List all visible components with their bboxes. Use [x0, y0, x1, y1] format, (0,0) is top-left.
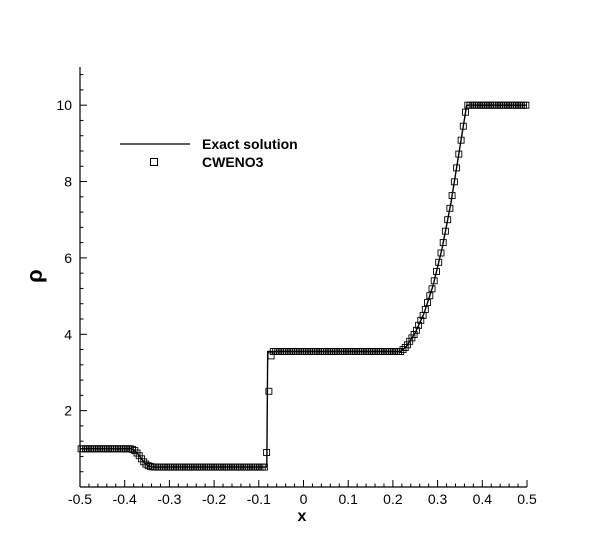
x-tick-label: 0.1: [338, 491, 358, 507]
y-tick-label: 8: [64, 174, 72, 190]
x-tick-label: 0: [300, 491, 308, 507]
cweno3-marker: [403, 341, 411, 349]
cweno3-marker: [410, 331, 418, 338]
cweno3-marker: [140, 458, 148, 466]
cweno3-marker: [426, 292, 434, 300]
cwenO3-markers: [77, 101, 530, 471]
y-tick-label: 4: [64, 326, 72, 342]
cweno3-marker: [267, 352, 275, 360]
x-tick-label: 0.3: [428, 491, 448, 507]
cweno3-marker: [421, 306, 429, 313]
cweno3-marker: [399, 346, 407, 354]
y-tick-label: 10: [56, 97, 72, 113]
legend-label-exact: Exact solution: [202, 136, 298, 152]
y-tick-label: 2: [64, 403, 72, 419]
x-tick-label: -0.1: [247, 491, 271, 507]
x-tick-label: -0.2: [202, 491, 226, 507]
x-tick-label: 0.5: [517, 491, 537, 507]
y-tick-label: 6: [64, 250, 72, 266]
x-tick-label: -0.4: [113, 491, 137, 507]
cweno3-marker: [412, 326, 420, 334]
axes: [79, 67, 527, 488]
x-tick-label: -0.3: [157, 491, 181, 507]
legend-marker-cweno3: [150, 158, 158, 166]
cweno3-marker: [131, 447, 139, 455]
cweno3-marker: [142, 460, 150, 468]
ticks: -0.5 -0.4 -0.3 -0.2 -0.1 0 0.1 0.2 0.3 0.4 0.5 2 4 6 8…: [56, 74, 537, 507]
x-tick-label: -0.5: [68, 491, 92, 507]
legend: Exact solution CWENO3: [120, 136, 298, 170]
cweno3-marker: [265, 387, 273, 395]
exact-solution-line: [80, 104, 527, 468]
legend-label-cweno3: CWENO3: [202, 154, 264, 170]
x-tick-label: 0.2: [383, 491, 403, 507]
cweno3-marker: [417, 316, 425, 324]
cweno3-marker: [428, 285, 436, 293]
exact-solution-path: [80, 104, 527, 468]
cweno3-marker: [415, 321, 423, 329]
cweno3-marker: [424, 299, 431, 307]
x-tick-label: 0.4: [473, 491, 493, 507]
x-axis-title: x: [298, 508, 307, 525]
cweno3-marker: [144, 462, 152, 470]
y-axis-title: ρ: [22, 269, 47, 283]
